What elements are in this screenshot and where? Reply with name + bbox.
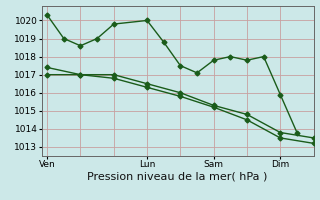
X-axis label: Pression niveau de la mer( hPa ): Pression niveau de la mer( hPa )	[87, 172, 268, 182]
